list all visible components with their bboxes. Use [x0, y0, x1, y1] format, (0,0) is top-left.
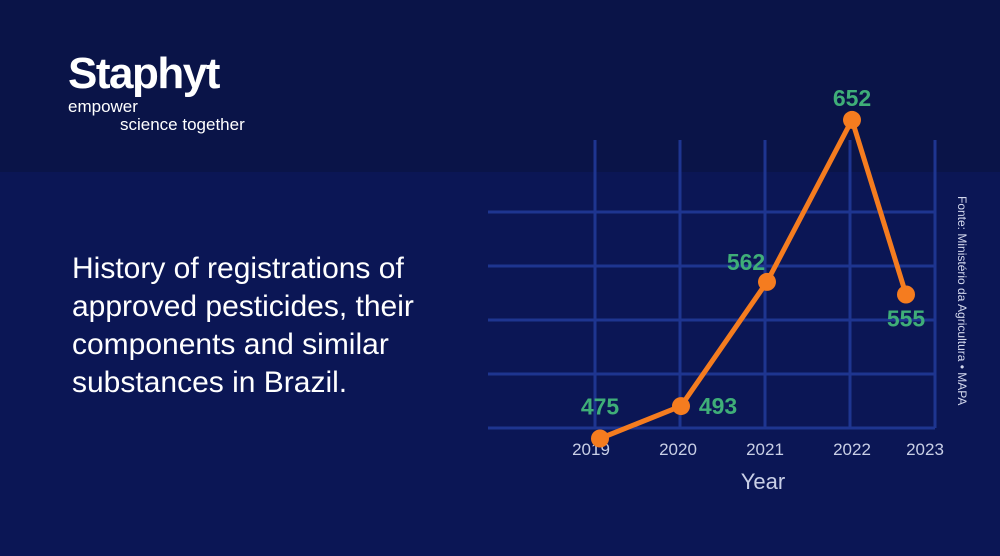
data-point-2020 [672, 397, 690, 416]
brand-logo: Staphyt empower science together [68, 52, 245, 134]
data-label-2023: 555 [887, 306, 926, 332]
x-tick-2023: 2023 [906, 440, 944, 459]
source-note: Fonte: Ministério da Agricultura • MAPA [955, 196, 969, 406]
data-label-2020: 493 [699, 393, 737, 419]
chart-series [591, 110, 915, 448]
data-labels: 475 493 562 652 555 [581, 85, 926, 420]
x-tick-2021: 2021 [746, 440, 784, 459]
data-point-2022 [843, 110, 861, 129]
series-line [599, 117, 909, 441]
x-axis-ticks: 2019 2020 2021 2022 2023 [572, 440, 944, 459]
x-axis-label: Year [741, 469, 785, 494]
data-point-2019 [591, 429, 609, 448]
brand-name: Staphyt [68, 49, 220, 98]
x-tick-2022: 2022 [833, 440, 871, 459]
chart-grid [488, 140, 937, 430]
data-label-2021: 562 [727, 249, 765, 275]
brand-tagline-2: science together [120, 115, 245, 134]
brand-tagline-1: empower [68, 97, 138, 116]
data-label-2019: 475 [581, 394, 620, 420]
chart-headline: History of registrations of approved pes… [72, 252, 414, 399]
data-point-2021 [758, 272, 776, 291]
x-tick-2020: 2020 [659, 440, 697, 459]
data-label-2022: 652 [833, 85, 871, 111]
data-point-2023 [897, 285, 915, 304]
header-band [0, 0, 1000, 172]
